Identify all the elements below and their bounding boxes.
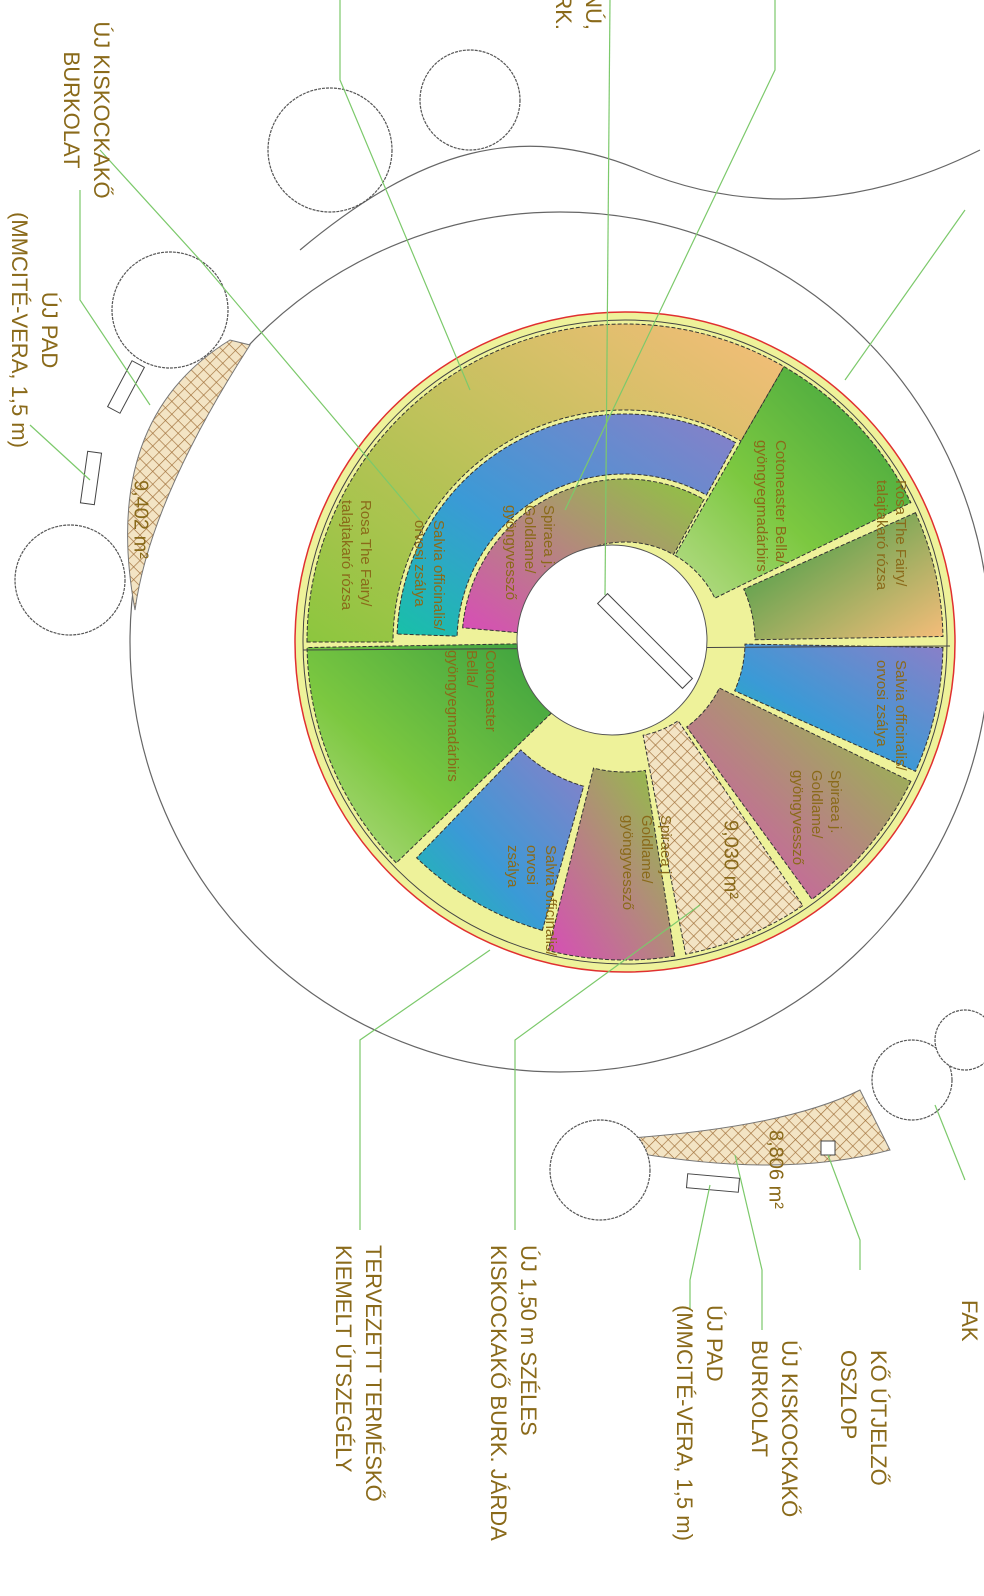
- annotation-text: TERVEZETT TERMÉSKŐ: [361, 1245, 386, 1502]
- annotation-text: BURKOLAT: [59, 52, 84, 169]
- annotation-text: KŐ ÚTJELZŐ: [866, 1350, 891, 1486]
- tree: [268, 88, 392, 212]
- plant-label: talajtakaró rózsa: [338, 500, 355, 611]
- annotation-text: NÚ,: [581, 0, 606, 30]
- tree: [112, 252, 228, 368]
- tree: [550, 1120, 650, 1220]
- plant-label: orvosi zsálya: [873, 660, 890, 747]
- plant-label: Goldlame/: [521, 505, 538, 574]
- plant-label: Goldlame/: [808, 770, 825, 839]
- annotation-text: KIEMELT ÚTSZEGÉLY: [331, 1245, 356, 1473]
- plant-label: Spiraea j.: [540, 505, 557, 568]
- road-edge: [300, 146, 980, 250]
- plant-label: Salvia officinalis/: [892, 660, 909, 771]
- plant-label: orvosi zsálya: [411, 520, 428, 607]
- plant-label: Salvia officinalis/: [542, 845, 559, 956]
- stone-post: [821, 1141, 835, 1155]
- plant-label: gyöngyvessző: [789, 770, 806, 865]
- annotation-text: ÚJ PAD: [37, 292, 62, 369]
- bench: [686, 1174, 739, 1192]
- plant-label: orvosi: [523, 845, 540, 885]
- annotation-text: ÚJ PAD: [702, 1305, 727, 1382]
- annotation-text: ÚJ 1,50 m SZÉLES: [516, 1245, 541, 1436]
- plant-label: Goldlame/: [638, 815, 655, 884]
- plant-label: Cotoneaster Bella/: [772, 440, 789, 564]
- area-label: 9,030 m²: [720, 820, 742, 899]
- plant-label: gyöngyegmadárbirs: [444, 650, 461, 782]
- leader-line: [360, 950, 490, 1230]
- bench: [80, 451, 101, 504]
- plant-label: gyöngyegmadárbirs: [753, 440, 770, 572]
- plant-label: Spiraea j.: [657, 815, 674, 878]
- area-label: 9,402 m²: [130, 480, 152, 559]
- paving-left: [128, 340, 250, 610]
- plant-label: talajtakaró rózsa: [873, 480, 890, 591]
- leader-line: [828, 1155, 860, 1270]
- leader-line: [935, 1105, 965, 1180]
- plant-label: Bella/: [463, 650, 480, 688]
- plant-label: Salvia officinalis/: [430, 520, 447, 631]
- plant-label: zsálya: [504, 845, 521, 888]
- tree: [15, 525, 125, 635]
- annotation-text: (MMCITÉ-VERA, 1,5 m): [7, 212, 32, 448]
- plant-label: Spiraea j.: [827, 770, 844, 833]
- leader-line: [30, 425, 90, 480]
- tree: [420, 50, 520, 150]
- plant-label: Cotoneaster: [482, 650, 499, 732]
- leader-line: [845, 210, 965, 380]
- annotation-text: ÚJ KISKOCKAKŐ: [89, 21, 114, 198]
- annotation-text: (MMCITÉ-VERA, 1,5 m): [672, 1305, 697, 1541]
- site-plan: ÚJ KISKOCKAKŐBURKOLATÚJ PAD(MMCITÉ-VERA,…: [0, 0, 984, 1596]
- center-plaza: [517, 545, 707, 735]
- annotation-text: ÚJ KISKOCKAKŐ: [777, 1340, 802, 1517]
- plant-label: Rosa The Fairy/: [892, 480, 909, 587]
- leader-line: [690, 1185, 710, 1310]
- plant-label: gyöngyvessző: [502, 505, 519, 600]
- annotation-text: BURKOLAT: [747, 1340, 772, 1457]
- plant-label: gyöngyvessző: [619, 815, 636, 910]
- plant-label: Rosa The Fairy/: [357, 500, 374, 607]
- annotation-text: FAK: [957, 1300, 982, 1342]
- annotation-text: RK.: [551, 0, 576, 30]
- area-label: 8,806 m²: [765, 1130, 787, 1209]
- annotation-text: KISKOCKAKŐ BURK. JÁRDA: [486, 1245, 511, 1541]
- annotation-text: OSZLOP: [836, 1350, 861, 1439]
